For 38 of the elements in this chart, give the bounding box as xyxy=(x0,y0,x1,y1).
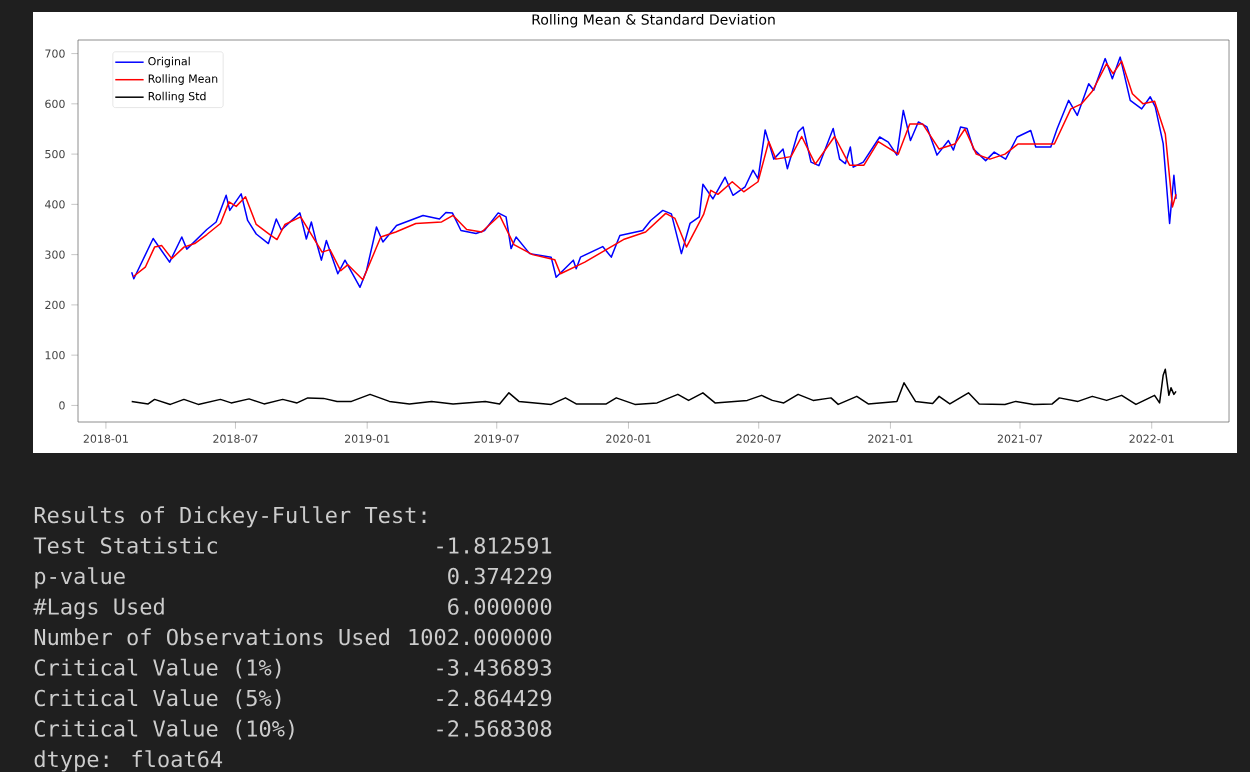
line-series xyxy=(130,368,1177,406)
x-tick-label: 2020-01 xyxy=(606,434,651,443)
y-tick-label: 600 xyxy=(45,99,65,108)
text: -2.864429 xyxy=(437,689,552,707)
text: -1.812591 xyxy=(437,537,552,554)
x-tick-label: 2019-01 xyxy=(345,434,390,443)
legend-label: Rolling Std xyxy=(148,91,206,103)
y-tick-label: 700 xyxy=(45,49,65,58)
text: -2.568308 xyxy=(437,720,552,737)
text: 1002.000000 xyxy=(409,628,552,646)
x-tick-label: 2021-01 xyxy=(868,434,913,443)
x-tick-label: 2022-01 xyxy=(1129,434,1174,443)
text: p-value xyxy=(35,567,125,589)
legend-label: Original xyxy=(148,56,190,68)
x-tick-label: 2018-01 xyxy=(83,434,128,443)
x-tick-label: 2020-07 xyxy=(736,434,781,443)
y-tick-label: 0 xyxy=(59,401,65,410)
text: Critical Value (5%) xyxy=(34,689,281,709)
x-tick-label: 2021-07 xyxy=(997,434,1043,443)
chart-title: Rolling Mean & Standard Deviation xyxy=(532,13,775,28)
y-tick-label: 400 xyxy=(45,200,65,209)
x-tick-label: 2018-07 xyxy=(213,434,258,443)
y-tick-label: 100 xyxy=(45,351,65,360)
text: Test Statistic xyxy=(33,536,217,554)
legend-label: Rolling Mean xyxy=(148,74,218,85)
text: 0.374229 xyxy=(448,567,552,585)
text: -3.436893 xyxy=(437,659,552,676)
text: #Lags Used xyxy=(33,597,164,620)
y-tick-label: 500 xyxy=(45,149,65,159)
text: Critical Value (10%) xyxy=(34,719,294,740)
text: Number of Observations Used xyxy=(34,628,389,646)
y-tick-label: 200 xyxy=(45,300,65,310)
x-tick-label: 2019-07 xyxy=(474,434,519,443)
y-tick-label: 300 xyxy=(45,250,65,259)
text: 6.000000 xyxy=(448,598,552,615)
text: Critical Value (1%) xyxy=(34,658,281,679)
text: Results of Dickey-Fuller Test: xyxy=(34,506,426,528)
text: dtype: float64 xyxy=(34,750,223,772)
